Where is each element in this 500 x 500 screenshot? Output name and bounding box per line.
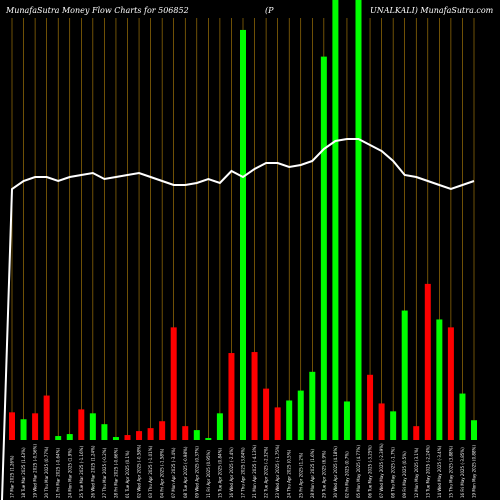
x-tick-label: 13 Tue May 2025 (-2.24%) xyxy=(425,445,430,498)
money-flow-bar xyxy=(124,435,131,440)
x-tick-label: 02 Fri May 2025 (0.7%) xyxy=(344,451,349,498)
x-tick-label: 14 Wed May 2025 (-3.4%) xyxy=(437,445,442,498)
chart-title-mid: (P xyxy=(265,6,274,15)
x-tick-label: 25 Tue Mar 2025 (-1.16%) xyxy=(79,446,84,498)
x-tick-label: 05 Mon May 2025 (4.77%) xyxy=(356,445,361,498)
x-tick-label: 06 Tue May 2025 (-3.25%) xyxy=(368,445,373,498)
money-flow-bar xyxy=(159,421,166,440)
money-flow-bar xyxy=(309,371,316,440)
x-tick-label: 19 Mon May 2025 (0.88%) xyxy=(472,445,477,498)
money-flow-bar xyxy=(228,353,235,440)
x-tick-label: 24 Mon Mar 2025 (1.9%) xyxy=(67,448,72,498)
money-flow-bar xyxy=(274,407,281,440)
money-flow-bar xyxy=(471,420,477,440)
money-flow-bar xyxy=(78,409,85,440)
money-flow-bar xyxy=(355,0,362,440)
x-tick-label: 19 Wed Mar 2025 (-0.56%) xyxy=(33,444,38,498)
money-flow-bar xyxy=(251,352,258,440)
x-tick-label: 04 Fri Apr 2025 (-1.58%) xyxy=(160,448,165,498)
x-tick-label: 21 Fri Mar 2025 (-0.64%) xyxy=(56,448,61,498)
x-tick-label: 27 Thu Mar 2025 (-0.2%) xyxy=(102,447,107,498)
x-tick-label: 16 Wed Apr 2025 (-2.4%) xyxy=(229,447,234,498)
x-tick-label: 09 Fri May 2025 (0.5%) xyxy=(402,451,407,498)
x-tick-label: 23 Wed Apr 2025 (-1.75%) xyxy=(275,444,280,498)
x-tick-label: 08 Tue Apr 2025 (-0.98%) xyxy=(183,446,188,498)
x-tick-label: 08 Thu May 2025 (-1.7%) xyxy=(391,447,396,498)
money-flow-bar xyxy=(216,413,223,440)
x-tick-label: 24 Thu Apr 2025 (0.5%) xyxy=(287,449,292,498)
x-tick-label: 21 Mon Apr 2025 (-4.13%) xyxy=(252,445,257,498)
money-flow-bar xyxy=(9,412,15,440)
chart-title-right: UNALKALI) MunafaSutra.com xyxy=(370,6,494,15)
x-tick-label: 17 Mar 2025 (1.26%) xyxy=(10,455,15,498)
money-flow-bar xyxy=(413,426,420,440)
x-tick-labels: 17 Mar 2025 (1.26%) 18 Tue Mar 2025 (1.43… xyxy=(10,443,477,498)
money-flow-bar xyxy=(136,431,143,440)
money-flow-bar xyxy=(332,0,339,440)
x-tick-label: 02 Wed Apr 2025 (-0.58%) xyxy=(137,444,142,498)
x-tick-label: 17 Thu Apr 2025 (3.84%) xyxy=(241,447,246,498)
x-tick-label: 25 Fri Apr 2025 (1.2%) xyxy=(298,452,303,498)
money-flow-bar xyxy=(378,403,385,440)
money-flow-bar xyxy=(459,393,466,440)
money-flow-bar xyxy=(343,401,350,440)
x-tick-label: 11 Fri Apr 2025 (0.95%) xyxy=(206,450,211,498)
chart-title-left: MunafaSutra Money Flow Charts for 506852 xyxy=(5,6,189,15)
money-flow-bar xyxy=(193,430,200,440)
x-tick-label: 18 Tue Mar 2025 (1.43%) xyxy=(21,447,26,498)
money-flow-bar xyxy=(182,426,189,440)
x-tick-label: 07 Mon Apr 2025 (-3.4%) xyxy=(171,447,176,498)
x-tick-label: 26 Wed Mar 2025 (1.24%) xyxy=(90,445,95,498)
money-flow-bar xyxy=(66,434,73,440)
money-flow-bar xyxy=(101,424,108,440)
money-flow-bars xyxy=(9,0,477,440)
x-tick-label: 15 Tue Apr 2025 (0.84%) xyxy=(217,448,222,498)
x-tick-label: 16 Fri May 2025 (-3.85%) xyxy=(460,447,465,498)
money-flow-bar xyxy=(32,413,39,440)
x-tick-label: 09 Wed Apr 2025 (0.37%) xyxy=(194,446,199,498)
money-flow-bar xyxy=(297,390,304,440)
money-flow-bar xyxy=(390,411,397,440)
x-tick-label: 30 Wed Apr 2025 (4.18%) xyxy=(333,446,338,498)
money-flow-bar xyxy=(263,388,270,440)
money-flow-bar xyxy=(447,327,454,440)
money-flow-bar xyxy=(43,395,50,440)
money-flow-bar xyxy=(20,419,27,440)
money-flow-bar xyxy=(89,413,96,440)
x-tick-label: 28 Mon Apr 2025 (1.6%) xyxy=(310,449,315,498)
money-flow-bar xyxy=(286,400,293,440)
money-flow-bar xyxy=(320,56,327,440)
x-tick-label: 01 Tue Apr 2025 (0.1%) xyxy=(125,450,130,498)
price-line-layer xyxy=(1,138,475,500)
money-flow-bar xyxy=(367,374,374,440)
money-flow-bar xyxy=(240,29,246,440)
x-tick-label: 29 Tue Apr 2025 (6.9%) xyxy=(321,450,326,498)
money-flow-bar xyxy=(170,327,177,440)
x-tick-label: 12 Mon May 2025 (3.1%) xyxy=(414,447,419,498)
money-flow-bar xyxy=(205,438,212,440)
money-flow-bar xyxy=(147,428,154,440)
money-flow-bar xyxy=(424,283,431,440)
price-line xyxy=(1,138,475,500)
x-tick-label: 28 Fri Mar 2025 (-0.66%) xyxy=(113,448,118,498)
money-flow-bar xyxy=(55,436,62,440)
money-flow-bar xyxy=(436,319,443,440)
x-tick-label: 20 Thu Mar 2025 (0.77%) xyxy=(44,446,49,498)
x-tick-label: 07 Wed May 2025 (-2.39%) xyxy=(379,443,384,498)
money-flow-bar xyxy=(401,310,408,440)
x-tick-label: 03 Thu Apr 2025 (-1.01%) xyxy=(148,446,153,499)
x-tick-label: 15 Thu May 2025 (3.88%) xyxy=(448,446,453,498)
money-flow-bar xyxy=(112,437,119,440)
x-tick-label: 22 Tue Apr 2025 (-2.32%) xyxy=(264,446,269,498)
